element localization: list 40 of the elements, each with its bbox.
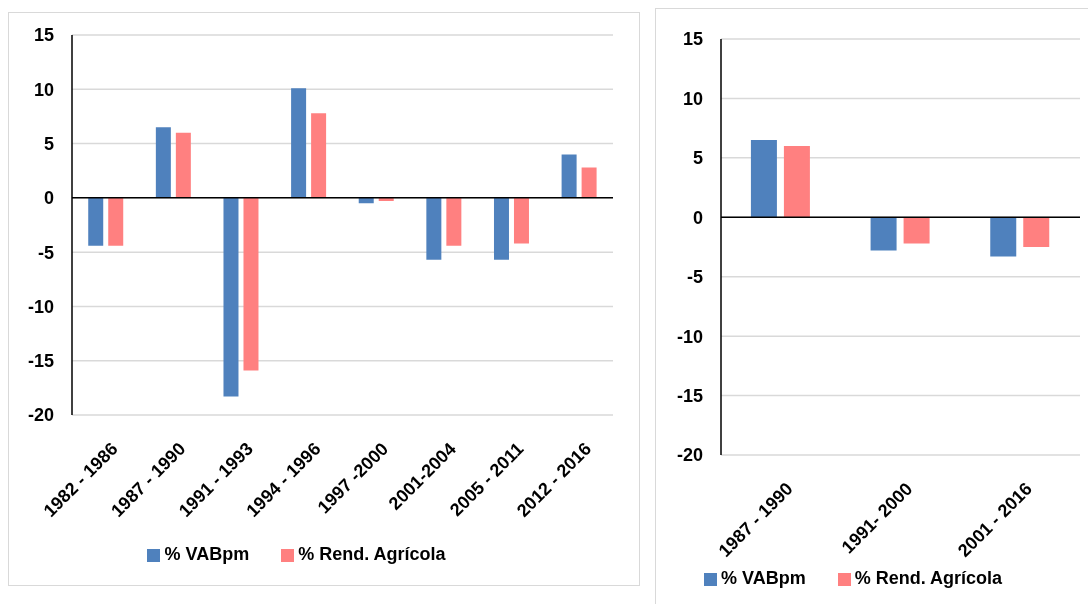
bar [311, 113, 327, 198]
legend-label: % VABpm [720, 568, 806, 588]
bar [561, 154, 577, 198]
bar [581, 167, 597, 198]
legend-label: % VABpm [164, 544, 250, 564]
y-tick-label: -5 [686, 267, 703, 288]
bar [243, 197, 259, 371]
bar [783, 145, 810, 218]
bar [870, 217, 897, 251]
bar [750, 140, 777, 218]
bar [493, 197, 509, 260]
bar [446, 197, 462, 246]
bar [175, 132, 191, 198]
bar [291, 88, 307, 198]
bar [513, 197, 529, 244]
legend-label: % Rend. Agrícola [298, 544, 446, 564]
y-tick-label: -15 [676, 385, 703, 406]
y-tick-label: -20 [676, 445, 703, 466]
bar [108, 197, 124, 246]
y-tick-label: -20 [27, 405, 54, 426]
y-tick-label: 0 [692, 207, 703, 228]
y-tick-label: -10 [676, 326, 703, 347]
bar [426, 197, 442, 260]
bar [903, 217, 930, 244]
y-tick-label: -5 [37, 242, 54, 263]
y-tick-label: 15 [682, 29, 703, 50]
legend-label: % Rend. Agrícola [854, 568, 1003, 588]
bar [155, 127, 171, 198]
y-tick-label: 10 [682, 88, 703, 109]
bar [88, 197, 104, 246]
y-tick-label: -10 [27, 296, 54, 317]
bar [1023, 217, 1050, 247]
y-tick-label: 0 [43, 188, 54, 209]
y-tick-label: 15 [33, 25, 54, 46]
y-tick-label: 5 [43, 133, 54, 154]
bar [223, 197, 239, 397]
bar [990, 217, 1017, 257]
y-tick-label: 10 [33, 79, 54, 100]
y-tick-label: 5 [692, 148, 703, 169]
y-tick-label: -15 [27, 351, 54, 372]
